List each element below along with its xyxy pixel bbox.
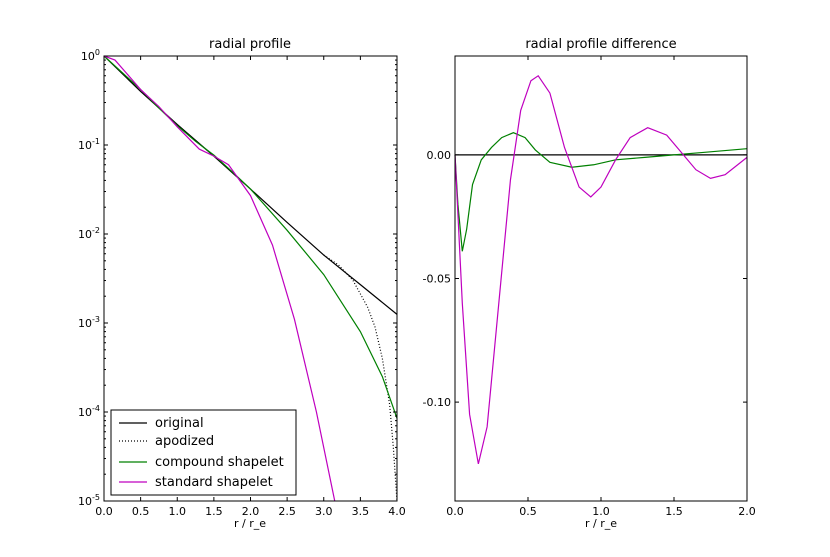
legend: original apodized compound shapelet stan…	[110, 409, 297, 496]
x-tick-label: 3.0	[315, 505, 333, 518]
right-panel: radial profile difference 0.0 0.5 1.0 1.5 2.…	[423, 37, 756, 530]
right-x-ticks: 0.0 0.5 1.0 1.5 2.0	[446, 56, 756, 518]
x-tick-label: 2.0	[738, 505, 756, 518]
y-tick-label: 10-1	[78, 137, 100, 152]
series-line-standard-shapelet	[103, 55, 336, 502]
right-y-ticks: 0.00 -0.05 -0.10	[423, 149, 747, 409]
y-tick-label: 10-5	[78, 493, 100, 508]
x-tick-label: 0.5	[519, 505, 537, 518]
x-tick-label: 0.5	[132, 505, 150, 518]
x-tick-label: 0.0	[446, 505, 464, 518]
legend-label-compound-shapelet: compound shapelet	[155, 455, 284, 470]
x-tick-label: 1.5	[205, 505, 223, 518]
left-plot-area	[103, 55, 398, 502]
right-x-label: r / r_e	[585, 517, 617, 530]
x-tick-label: 0.0	[95, 505, 113, 518]
left-title: radial profile	[209, 37, 291, 52]
y-tick-label: 10-2	[78, 226, 100, 241]
y-tick-label: -0.05	[423, 273, 451, 286]
x-tick-label: 2.5	[278, 505, 296, 518]
diff-line-standard-shapelet	[454, 74, 748, 465]
x-tick-label: 2.0	[242, 505, 260, 518]
x-tick-label: 1.5	[665, 505, 683, 518]
left-x-ticks: 0.0 0.5 1.0 1.5 2.0 2.5 3.0 3.5 4.0	[95, 56, 406, 518]
legend-label-original: original	[155, 416, 204, 431]
right-plot-area	[454, 74, 748, 465]
series-line-apodized	[323, 254, 398, 502]
x-tick-label: 1.0	[592, 505, 610, 518]
left-x-label: r / r_e	[234, 517, 266, 530]
legend-label-standard-shapelet: standard shapelet	[155, 475, 273, 490]
y-tick-label: 0.00	[427, 149, 452, 162]
y-tick-label: 100	[81, 48, 100, 63]
y-tick-label: 10-3	[78, 315, 100, 330]
legend-label-apodized: apodized	[155, 434, 214, 449]
x-tick-label: 3.5	[352, 505, 370, 518]
y-tick-label: -0.10	[423, 396, 451, 409]
right-title: radial profile difference	[525, 37, 676, 52]
diff-line-compound-shapelet	[454, 131, 748, 252]
legend-box	[110, 409, 297, 496]
left-panel: radial profile 0.0 0.5 1.0 1.5 2.0 2.5 3.0 3.5 4…	[78, 37, 406, 530]
y-tick-label: 10-4	[78, 404, 100, 419]
x-tick-label: 4.0	[388, 505, 406, 518]
left-y-ticks: 100 10-1 10-2 10-3 10-4 10-5	[78, 48, 397, 508]
x-tick-label: 1.0	[169, 505, 187, 518]
